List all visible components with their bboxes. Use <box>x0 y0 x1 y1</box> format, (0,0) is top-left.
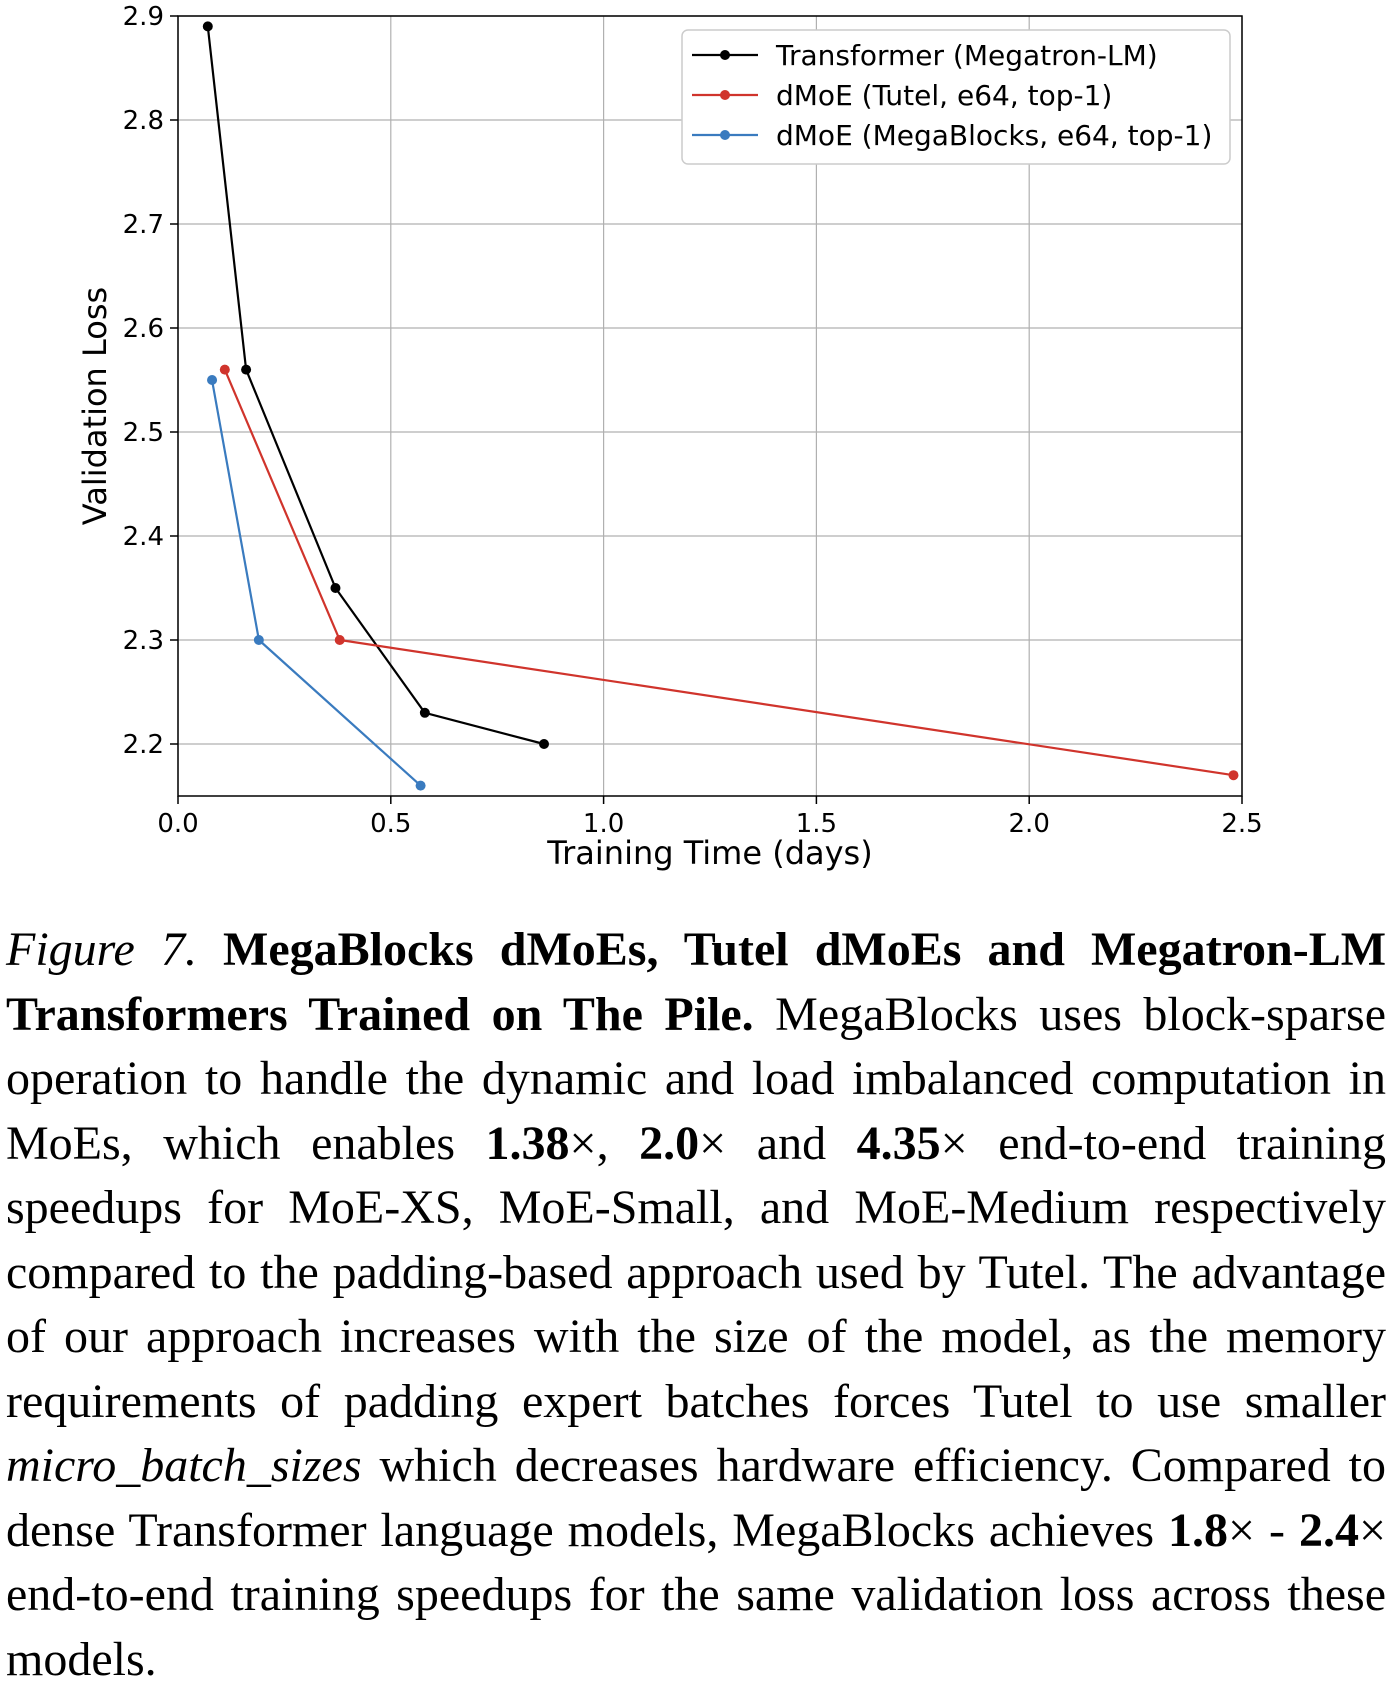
x-tick-label: 1.0 <box>583 809 624 839</box>
series-point-0 <box>241 364 252 375</box>
series-point-2 <box>253 635 264 645</box>
series-line-1 <box>223 369 1234 777</box>
speedup-low: 1.8 <box>1168 1503 1228 1557</box>
caption-body-3: which decreases hardware efficiency. Com… <box>6 1439 1387 1557</box>
series-layer <box>202 21 1239 791</box>
legend-label: dMoE (Tutel, e64, top-1) <box>776 79 1112 112</box>
y-axis-label: Validation Loss <box>76 287 114 525</box>
y-tick-label: 2.8 <box>123 106 164 136</box>
plot-frame <box>177 15 1243 797</box>
speedup-medium: 4.35 <box>856 1116 941 1170</box>
and-word: and <box>756 1116 827 1170</box>
legend-marker <box>720 90 730 100</box>
series-point-2 <box>207 375 218 385</box>
x-tick-label: 1.5 <box>796 809 837 839</box>
line-chart: 0.0 0.5 1.0 1.5 2.0 2.5 2.2 2.3 2.4 2.5 2.6 2.7 2.8 2… <box>76 2 1263 872</box>
y-tick-label: 2.3 <box>123 626 164 656</box>
caption-body-1: MegaBlocks uses block-sparse operation t… <box>6 987 1386 1170</box>
x-tick-label: 0.0 <box>157 809 198 839</box>
caption-body-4: end-to-end training speedups for the sam… <box>6 1568 1386 1686</box>
series-point-1 <box>334 635 345 645</box>
legend-label: Transformer (Megatron-LM) <box>775 39 1158 72</box>
legend: Transformer (Megatron-LM) dMoE (Tutel, e6… <box>681 29 1231 165</box>
times-sign: × <box>569 1116 597 1170</box>
speedup-small: 2.0 <box>639 1116 700 1170</box>
figure-label: Figure 7. <box>6 923 197 976</box>
legend-box <box>681 29 1231 165</box>
series-point-0 <box>419 707 430 718</box>
legend-label: dMoE (MegaBlocks, e64, top-1) <box>776 119 1212 152</box>
times-sign: × <box>699 1116 727 1170</box>
y-tick-label: 2.2 <box>123 730 164 760</box>
y-tick-label: 2.9 <box>123 2 164 32</box>
y-tick-label: 2.5 <box>123 418 164 448</box>
series-point-0 <box>539 739 550 749</box>
axis-ticks: 0.0 0.5 1.0 1.5 2.0 2.5 2.2 2.3 2.4 2.5 2.6 2.7 2.8 2… <box>123 2 1263 839</box>
speedup-high: 2.4 <box>1298 1503 1359 1557</box>
x-axis-label: Training Time (days) <box>546 834 872 872</box>
speedup-xs: 1.38 <box>485 1116 570 1170</box>
y-tick-label: 2.7 <box>123 210 164 240</box>
times-sign: × <box>940 1116 968 1170</box>
series-point-0 <box>202 21 213 32</box>
series-point-1 <box>1228 770 1239 781</box>
series-point-2 <box>415 780 426 791</box>
y-tick-label: 2.6 <box>123 314 164 344</box>
times-sign: × <box>1228 1503 1256 1557</box>
y-tick-label: 2.4 <box>123 522 164 552</box>
comma: , <box>596 1116 609 1170</box>
x-tick-label: 2.0 <box>1009 809 1050 839</box>
figure-caption: Figure 7. MegaBlocks dMoEs, Tutel dMoEs … <box>6 918 1386 1692</box>
series-point-1 <box>219 364 230 375</box>
x-tick-label: 0.5 <box>370 809 411 839</box>
caption-body-2: end-to-end training speedups for MoE-XS,… <box>6 1116 1387 1428</box>
micro-batch-sizes-term: micro_batch_sizes <box>6 1439 362 1492</box>
legend-marker <box>720 130 730 140</box>
legend-marker <box>720 50 730 60</box>
caption-title: MegaBlocks dMoEs, Tutel dMoEs and Megatr… <box>6 923 1387 1041</box>
series-point-0 <box>330 583 341 593</box>
x-tick-label: 2.5 <box>1221 809 1262 839</box>
times-sign: × <box>1358 1503 1387 1557</box>
dash: - <box>1269 1503 1285 1557</box>
